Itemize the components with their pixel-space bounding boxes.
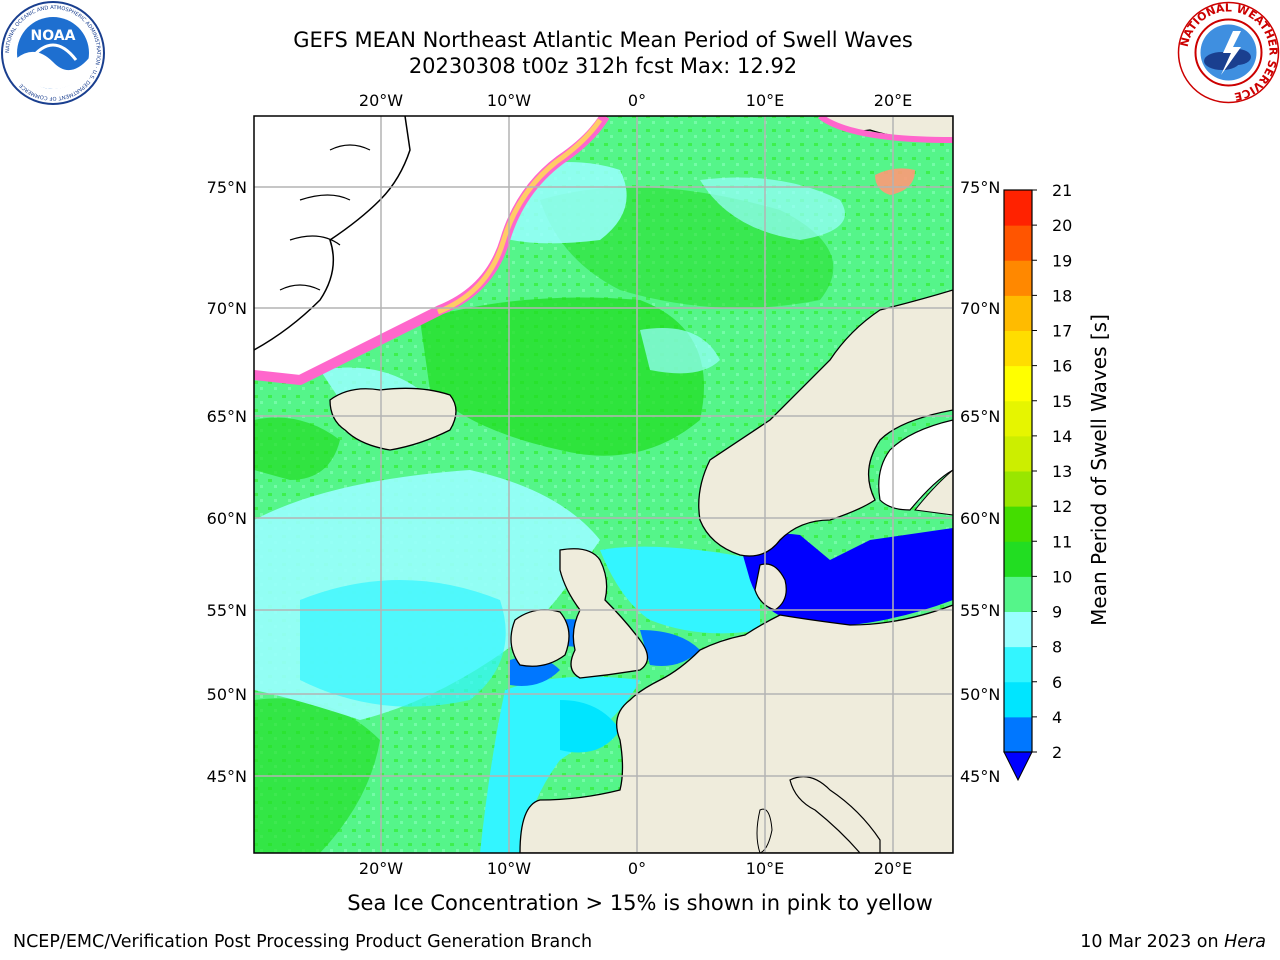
map-plot-area bbox=[254, 116, 953, 853]
lon-label-top: 20°E bbox=[874, 91, 912, 110]
land-ireland bbox=[510, 609, 570, 667]
colorbar-title: Mean Period of Swell Waves [s] bbox=[1087, 314, 1111, 626]
footer-date-text: 10 Mar 2023 on bbox=[1080, 932, 1225, 952]
colorbar-segment bbox=[1004, 330, 1032, 367]
colorbar-tick-label: 4 bbox=[1052, 708, 1062, 727]
lat-label-left: 75°N bbox=[207, 178, 247, 197]
lon-label-bottom: 20°E bbox=[874, 859, 912, 878]
lon-label-top: 10°W bbox=[487, 91, 531, 110]
colorbar-tick-label: 8 bbox=[1052, 638, 1062, 657]
footer-host: Hera bbox=[1224, 932, 1266, 952]
colorbar-segment bbox=[1004, 435, 1032, 472]
colorbar-segment bbox=[1004, 646, 1032, 683]
colorbar-segment bbox=[1004, 576, 1032, 612]
colorbar-segment bbox=[1004, 400, 1032, 437]
footer-credit: NCEP/EMC/Verification Post Processing Pr… bbox=[13, 932, 593, 952]
lat-label-right: 70°N bbox=[960, 299, 1000, 318]
noaa-logo-text: NOAA bbox=[31, 28, 76, 44]
colorbar-tick-label: 12 bbox=[1052, 497, 1072, 516]
lon-label-top: 20°W bbox=[359, 91, 403, 110]
colorbar-segment bbox=[1004, 611, 1032, 648]
land-scandinavia bbox=[698, 289, 953, 557]
colorbar-tick-label: 11 bbox=[1052, 532, 1072, 551]
chart-subtitle: 20230308 t00z 312h fcst Max: 12.92 bbox=[408, 54, 798, 78]
sea-field-baltic bbox=[740, 528, 953, 625]
land-italy bbox=[789, 776, 881, 853]
colorbar-segment bbox=[1004, 541, 1032, 577]
lon-label-bottom: 0° bbox=[628, 859, 646, 878]
lon-label-bottom: 10°W bbox=[487, 859, 531, 878]
lat-label-left: 55°N bbox=[207, 601, 247, 620]
colorbar-tick-label: 20 bbox=[1052, 216, 1072, 235]
map-frame bbox=[253, 115, 954, 854]
land-great-britain bbox=[559, 548, 649, 679]
colorbar: 2 4 6 8 9 10 11 12 13 14 15 16 17 18 19 20 21 bbox=[1003, 181, 1072, 782]
greenland-mask bbox=[254, 116, 605, 380]
lat-label-left: 45°N bbox=[207, 767, 247, 786]
lat-label-left: 65°N bbox=[207, 407, 247, 426]
land-continental-europe bbox=[519, 604, 953, 853]
colorbar-segment bbox=[1004, 716, 1032, 753]
colorbar-tick-label: 9 bbox=[1052, 603, 1062, 622]
colorbar-segment bbox=[1004, 365, 1032, 402]
lon-label-top: 0° bbox=[628, 91, 646, 110]
lon-label-bottom: 20°W bbox=[359, 859, 403, 878]
lat-label-right: 50°N bbox=[960, 685, 1000, 704]
lat-label-right: 45°N bbox=[960, 767, 1000, 786]
gulf-of-bothnia bbox=[878, 419, 953, 511]
sea-field-north-sea bbox=[600, 546, 760, 634]
lat-label-right: 75°N bbox=[960, 178, 1000, 197]
land-iceland bbox=[329, 387, 457, 451]
colorbar-segment bbox=[1004, 225, 1032, 261]
land-denmark bbox=[754, 563, 787, 611]
colorbar-under-arrow bbox=[1003, 751, 1033, 782]
colorbar-segment bbox=[1004, 190, 1032, 226]
lat-label-right: 65°N bbox=[960, 407, 1000, 426]
colorbar-tick-label: 15 bbox=[1052, 392, 1072, 411]
map-gridlines bbox=[254, 116, 953, 853]
nws-logo-icon: NATIONAL WEATHER SERVICE bbox=[1177, 1, 1280, 104]
lat-label-left: 70°N bbox=[207, 299, 247, 318]
colorbar-tick-label: 2 bbox=[1052, 743, 1062, 762]
lat-label-left: 60°N bbox=[207, 509, 247, 528]
colorbar-tick-label: 21 bbox=[1052, 181, 1072, 200]
colorbar-tick-label: 19 bbox=[1052, 251, 1072, 270]
colorbar-tick-label: 17 bbox=[1052, 322, 1072, 341]
lat-label-right: 55°N bbox=[960, 601, 1000, 620]
colorbar-tick-label: 10 bbox=[1052, 567, 1072, 586]
lon-label-top: 10°E bbox=[746, 91, 784, 110]
chart-title: GEFS MEAN Northeast Atlantic Mean Period… bbox=[293, 28, 913, 52]
colorbar-tick-label: 18 bbox=[1052, 286, 1072, 305]
colorbar-segment bbox=[1004, 295, 1032, 331]
footer-date: 10 Mar 2023 on Hera bbox=[1080, 932, 1266, 952]
colorbar-segment bbox=[1004, 260, 1032, 296]
lon-label-bottom: 10°E bbox=[746, 859, 784, 878]
colorbar-tick-label: 6 bbox=[1052, 673, 1062, 692]
lat-label-left: 50°N bbox=[207, 685, 247, 704]
sea-ice-caption: Sea Ice Concentration > 15% is shown in … bbox=[347, 891, 933, 915]
colorbar-segment bbox=[1004, 471, 1032, 507]
colorbar-tick-label: 13 bbox=[1052, 462, 1072, 481]
colorbar-segment bbox=[1004, 681, 1032, 718]
noaa-logo-icon: NOAA NATIONAL OCEANIC AND ATMOSPHERIC AD… bbox=[1, 1, 105, 105]
lat-label-right: 60°N bbox=[960, 509, 1000, 528]
colorbar-segment bbox=[1004, 506, 1032, 542]
colorbar-tick-label: 16 bbox=[1052, 357, 1072, 376]
colorbar-tick-label: 14 bbox=[1052, 427, 1072, 446]
